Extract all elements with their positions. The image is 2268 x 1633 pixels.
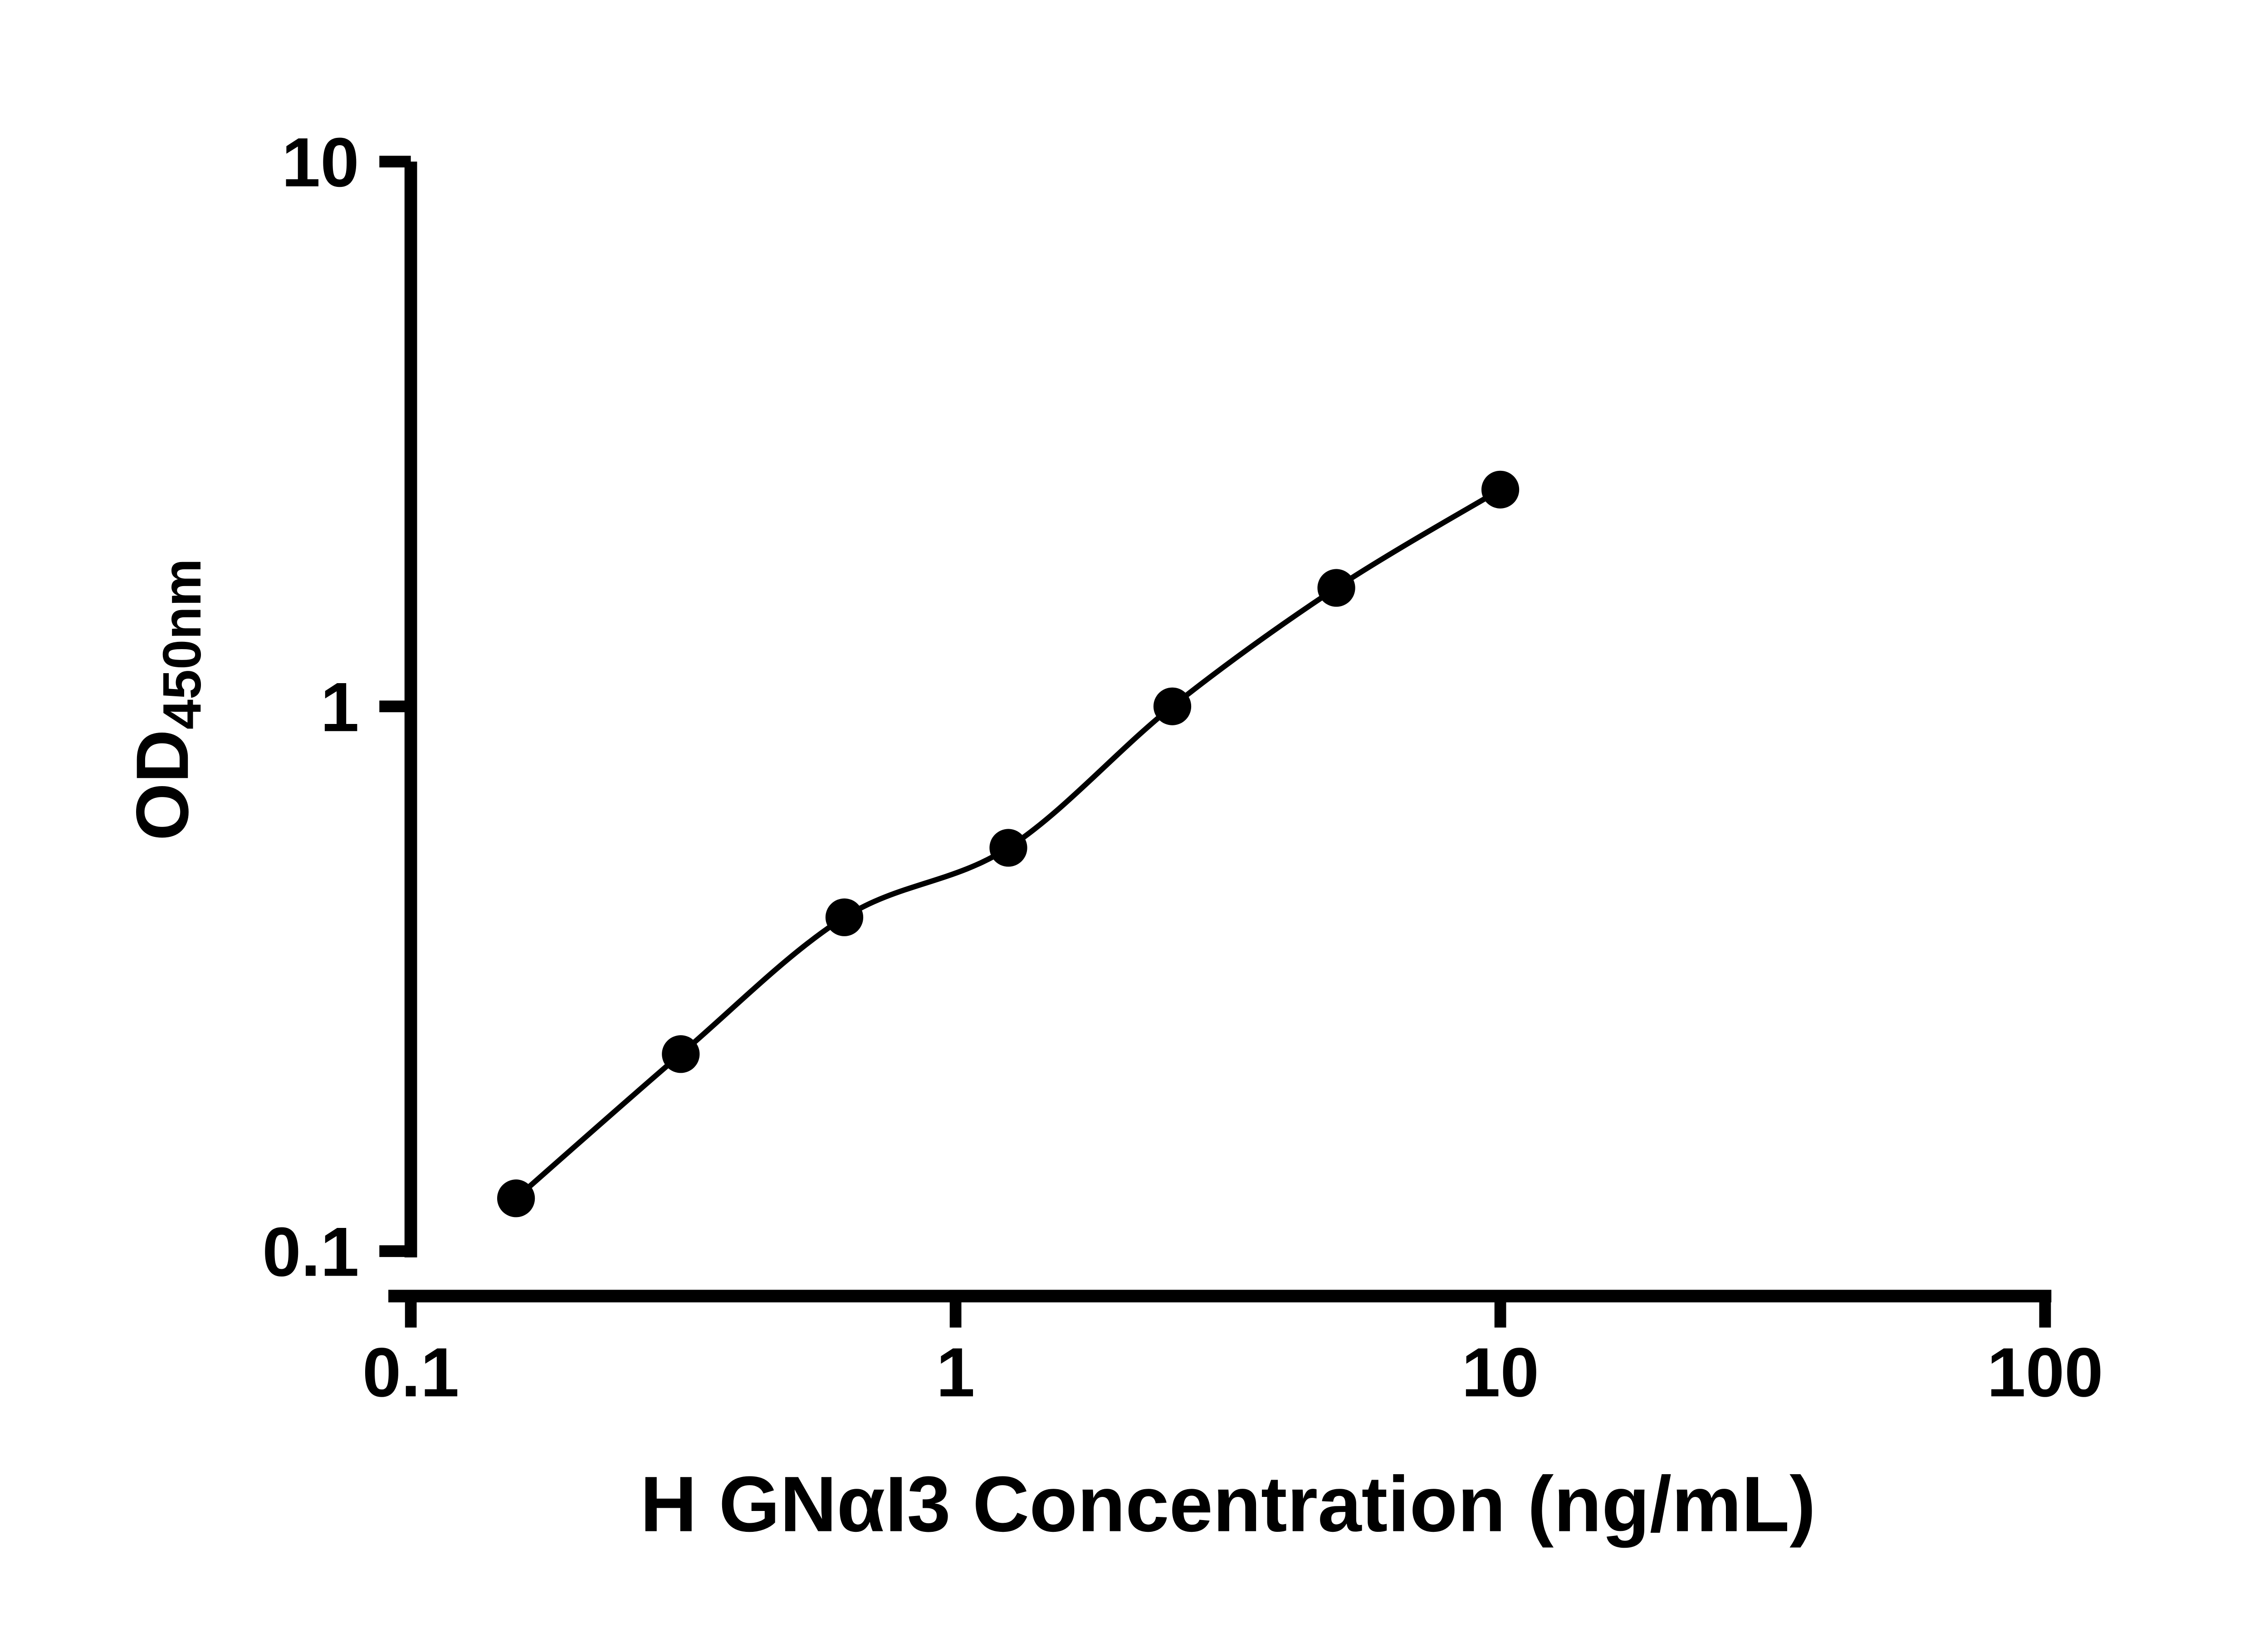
- x-tick-label: 1: [936, 1333, 975, 1411]
- data-point: [1481, 470, 1520, 508]
- x-tick-label: 10: [1461, 1333, 1539, 1411]
- y-axis-title-sub: 450nm: [152, 558, 212, 729]
- data-point: [1317, 569, 1355, 607]
- x-tick-label: 0.1: [362, 1333, 459, 1411]
- y-axis-title: OD450nm: [121, 558, 212, 841]
- y-tick-label: 1: [320, 668, 359, 746]
- data-point: [497, 1179, 535, 1217]
- y-tick-label: 10: [282, 123, 359, 201]
- data-point: [825, 898, 864, 936]
- data-point: [662, 1035, 700, 1073]
- y-tick-label: 0.1: [262, 1213, 359, 1291]
- x-tick-label: 100: [1987, 1333, 2103, 1411]
- data-point: [1153, 687, 1192, 725]
- data-point: [989, 829, 1027, 867]
- y-axis-title-main: OD: [121, 729, 204, 841]
- x-axis-title: H GNαI3 Concentration (ng/mL): [640, 1460, 1816, 1548]
